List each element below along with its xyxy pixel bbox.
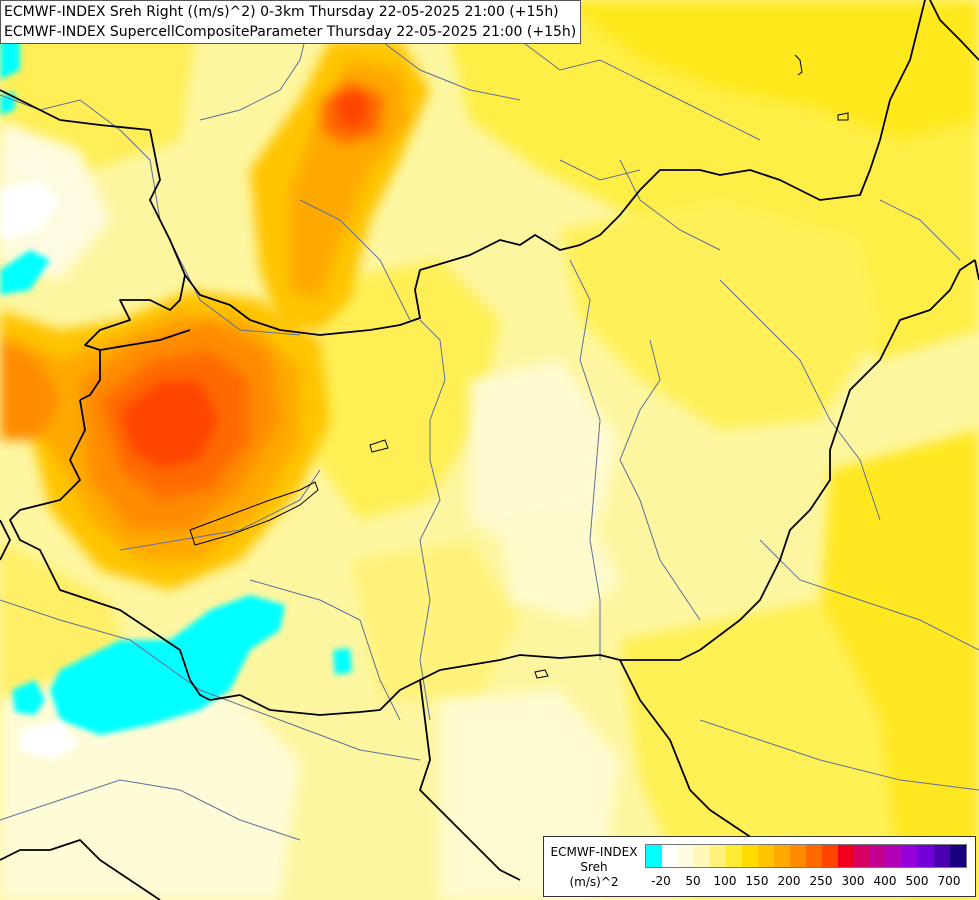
- legend-swatch: [886, 845, 902, 867]
- legend-tick-label: -20: [651, 874, 671, 888]
- legend-swatch: [902, 845, 918, 867]
- legend-swatch: [694, 845, 710, 867]
- legend-swatch: [934, 845, 950, 867]
- field-white: [0, 180, 80, 760]
- legend-tick-label: 150: [745, 874, 769, 888]
- field-orange-west: [0, 290, 330, 590]
- legend-tick-labels: -20 50 100 150 200 250 300 400 500 700: [645, 874, 971, 890]
- map-title-line1: ECMWF-INDEX Sreh Right ((m/s)^2) 0-3km T…: [4, 4, 559, 20]
- legend-swatch: [822, 845, 838, 867]
- legend-swatch: [678, 845, 694, 867]
- legend-swatch: [870, 845, 886, 867]
- legend-swatch: [758, 845, 774, 867]
- color-legend: ECMWF-INDEX Sreh (m/s)^2 -20 50 100 150 200 2…: [543, 836, 976, 897]
- legend-label-line3: (m/s)^2: [569, 875, 619, 889]
- map-title-line2: ECMWF-INDEX SupercellCompositeParameter …: [4, 24, 577, 40]
- lakes: [189, 54, 849, 679]
- legend-tick-label: 100: [713, 874, 737, 888]
- legend-swatch: [742, 845, 758, 867]
- legend-swatch: [662, 845, 678, 867]
- legend-swatch: [806, 845, 822, 867]
- legend-label-line1: ECMWF-INDEX: [550, 845, 638, 859]
- legend-tick-label: 700: [937, 874, 961, 888]
- legend-tick-label: 50: [685, 874, 701, 888]
- legend-color-bar: [645, 844, 967, 868]
- map-title-box: ECMWF-INDEX Sreh Right ((m/s)^2) 0-3km T…: [0, 0, 582, 44]
- legend-tick-label: 400: [873, 874, 897, 888]
- legend-swatch: [790, 845, 806, 867]
- field-pale: [0, 120, 620, 900]
- legend-tick-label: 200: [777, 874, 801, 888]
- legend-swatch: [774, 845, 790, 867]
- field-orange-north: [250, 40, 430, 330]
- legend-swatch: [838, 845, 854, 867]
- legend-swatch: [726, 845, 742, 867]
- legend-tick-label: 250: [809, 874, 833, 888]
- legend-tick-label: 300: [841, 874, 865, 888]
- legend-tick-label: 500: [905, 874, 929, 888]
- legend-swatch: [710, 845, 726, 867]
- legend-label: ECMWF-INDEX Sreh (m/s)^2: [546, 845, 642, 890]
- legend-swatch: [854, 845, 870, 867]
- legend-swatch: [918, 845, 934, 867]
- legend-swatch: [950, 845, 966, 867]
- legend-label-line2: Sreh: [580, 860, 608, 874]
- legend-swatch: [646, 845, 662, 867]
